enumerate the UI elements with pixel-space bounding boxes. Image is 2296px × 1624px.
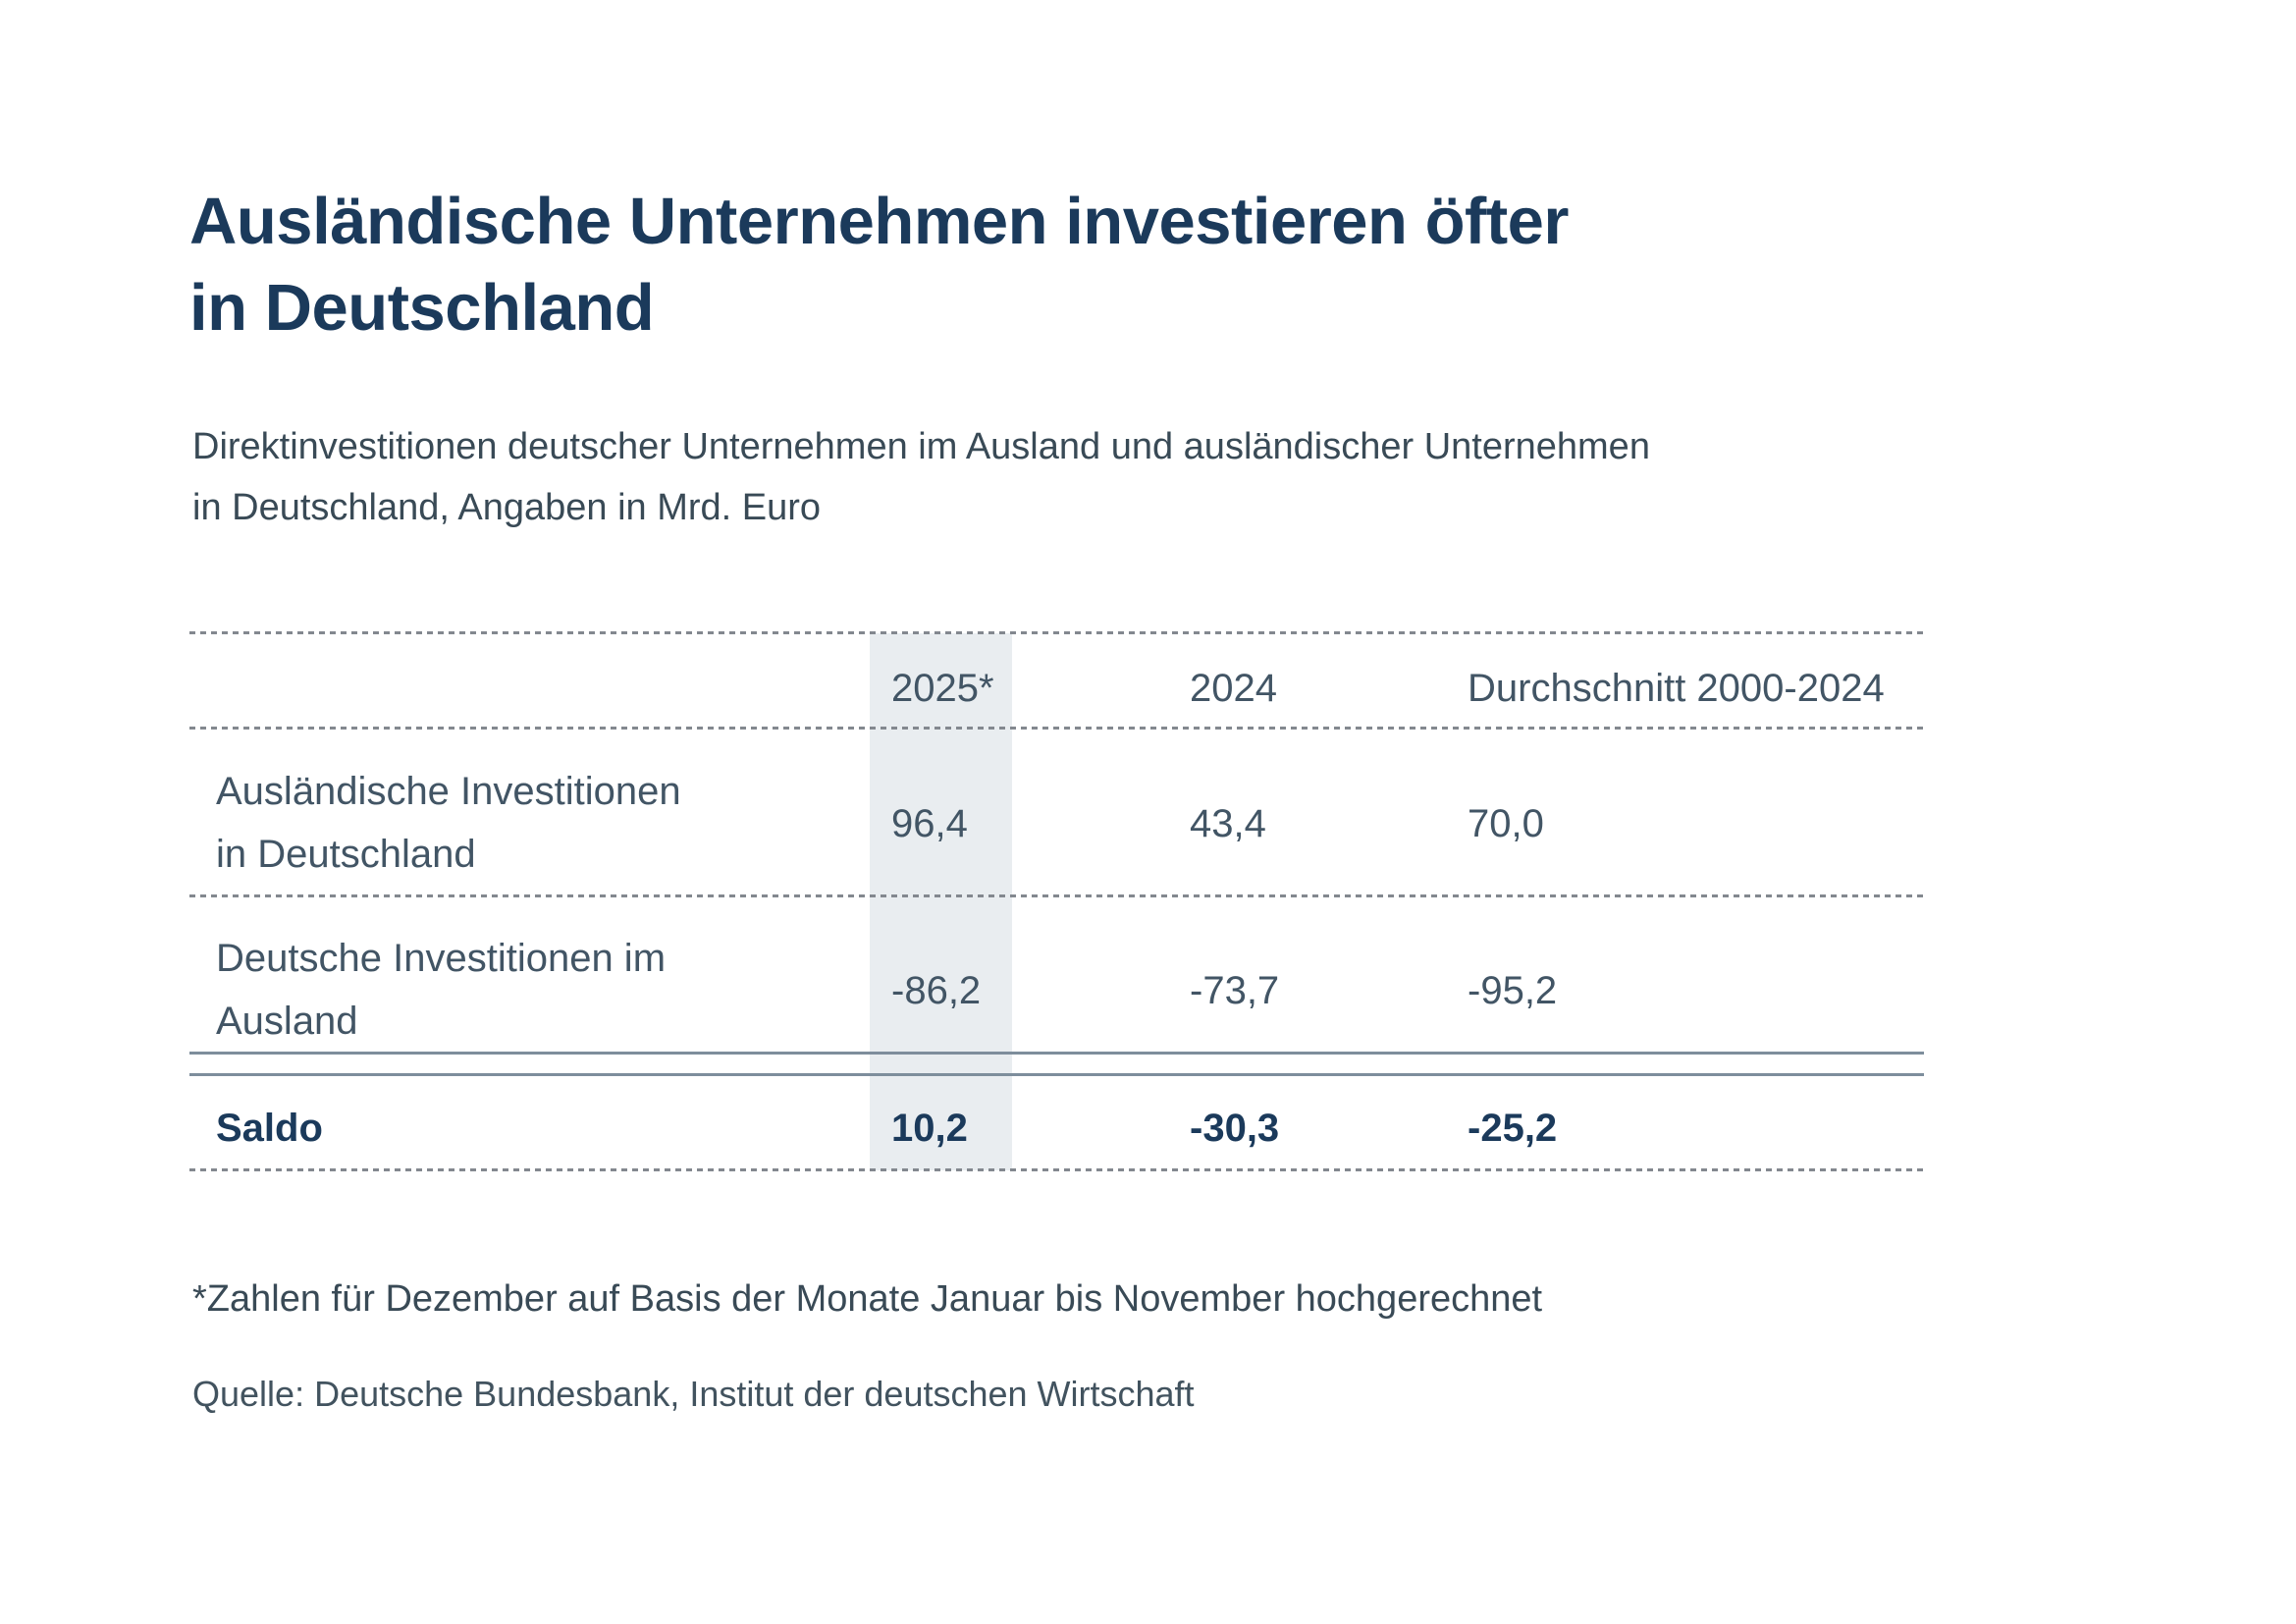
title-line-2: in Deutschland xyxy=(189,271,655,345)
page-title: Ausländische Unternehmen investieren öft… xyxy=(189,179,1569,352)
column-header-average: Durchschnitt 2000-2024 xyxy=(1468,667,1885,710)
table-rule-bottom xyxy=(189,1168,1924,1171)
source-line: Quelle: Deutsche Bundesbank, Institut de… xyxy=(192,1374,1195,1414)
subtitle: Direktinvestitionen deutscher Unternehme… xyxy=(192,416,1650,538)
column-header-2025: 2025* xyxy=(891,667,994,710)
row-1-value-2024: 43,4 xyxy=(1190,802,1266,845)
row-1-value-2025: 96,4 xyxy=(891,802,968,845)
column-header-2024: 2024 xyxy=(1190,667,1277,710)
row-1-label-line-2: in Deutschland xyxy=(216,833,476,876)
row-1-value-average: 70,0 xyxy=(1468,802,1544,845)
title-line-1: Ausländische Unternehmen investieren öft… xyxy=(189,185,1569,258)
table-rule-under-row-1 xyxy=(189,894,1924,897)
total-row-value-2025: 10,2 xyxy=(891,1107,968,1150)
highlight-column-band xyxy=(870,633,1012,1170)
row-label-auslaendische-investitionen: Ausländische Investitionen in Deutschlan… xyxy=(216,760,681,886)
subtitle-line-2: in Deutschland, Angaben in Mrd. Euro xyxy=(192,487,822,528)
table-rule-under-header xyxy=(189,727,1924,730)
row-2-value-2025: -86,2 xyxy=(891,969,982,1012)
subtitle-line-1: Direktinvestitionen deutscher Unternehme… xyxy=(192,426,1650,467)
row-label-deutsche-investitionen: Deutsche Investitionen im Ausland xyxy=(216,927,666,1053)
row-2-label-line-1: Deutsche Investitionen im xyxy=(216,937,667,980)
table-double-rule-lower xyxy=(189,1073,1924,1076)
total-row-value-average: -25,2 xyxy=(1468,1107,1558,1150)
row-2-label-line-2: Ausland xyxy=(216,1000,358,1043)
row-2-value-average: -95,2 xyxy=(1468,969,1558,1012)
row-1-label-line-1: Ausländische Investitionen xyxy=(216,770,681,813)
total-row-value-2024: -30,3 xyxy=(1190,1107,1280,1150)
table-double-rule-upper xyxy=(189,1052,1924,1055)
footnote: *Zahlen für Dezember auf Basis der Monat… xyxy=(192,1278,1543,1320)
row-2-value-2024: -73,7 xyxy=(1190,969,1280,1012)
total-row-label: Saldo xyxy=(216,1107,323,1150)
table-rule-top xyxy=(189,631,1924,634)
